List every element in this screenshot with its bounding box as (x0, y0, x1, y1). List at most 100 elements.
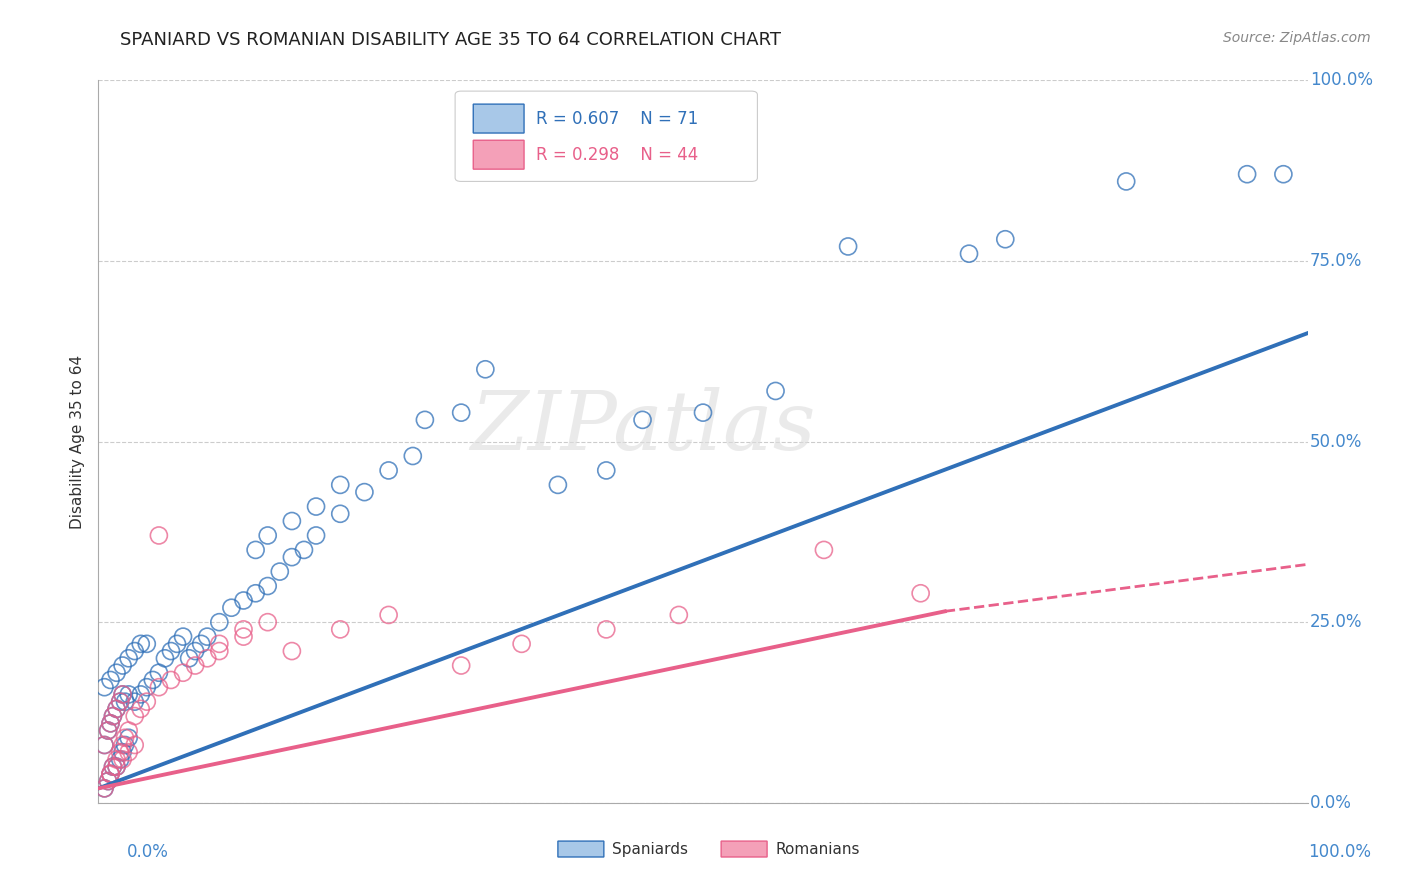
Point (111, 687, 134, 701)
Point (221, 600, 243, 615)
Point (160, 644, 183, 658)
Text: R = 0.607    N = 71: R = 0.607 N = 71 (536, 110, 699, 128)
Point (232, 630, 254, 644)
Point (281, 644, 304, 658)
Point (100, 767, 122, 781)
Point (101, 760, 124, 774)
Point (111, 658, 134, 673)
Point (377, 463, 399, 477)
Point (160, 673, 183, 687)
Point (105, 760, 128, 774)
Point (179, 651, 201, 665)
Point (93, 738, 115, 752)
Point (100, 716, 122, 731)
Point (281, 514, 304, 528)
Point (111, 738, 134, 752)
Point (292, 542, 315, 557)
Point (172, 630, 194, 644)
Point (108, 695, 131, 709)
Text: 100.0%: 100.0% (1310, 71, 1374, 89)
Point (245, 586, 267, 600)
Point (595, 463, 617, 477)
Point (595, 623, 617, 637)
Point (97, 774, 120, 789)
Point (413, 413, 436, 427)
Point (148, 665, 170, 680)
FancyBboxPatch shape (456, 91, 758, 181)
Point (129, 637, 152, 651)
Point (190, 637, 212, 651)
Point (765, 384, 787, 398)
Point (402, 449, 425, 463)
Point (329, 623, 352, 637)
Point (450, 658, 472, 673)
Point (232, 593, 254, 607)
Point (124, 695, 146, 709)
Point (547, 478, 569, 492)
Point (93, 781, 115, 796)
Point (510, 637, 533, 651)
Point (148, 680, 170, 694)
FancyBboxPatch shape (474, 140, 524, 169)
Point (108, 745, 131, 759)
Point (124, 709, 146, 723)
Point (124, 738, 146, 752)
Point (100, 767, 122, 781)
Point (111, 687, 134, 701)
Point (450, 406, 472, 420)
Text: 75.0%: 75.0% (1310, 252, 1362, 270)
Text: 50.0%: 50.0% (1310, 433, 1362, 450)
FancyBboxPatch shape (721, 841, 768, 857)
Point (377, 607, 399, 622)
Text: 0.0%: 0.0% (127, 843, 169, 861)
Point (1272, 167, 1295, 181)
Text: Source: ZipAtlas.com: Source: ZipAtlas.com (1223, 31, 1371, 45)
Point (1236, 167, 1258, 181)
Point (100, 673, 122, 687)
Point (108, 752, 131, 766)
Point (118, 745, 141, 759)
Point (114, 738, 136, 752)
FancyBboxPatch shape (558, 841, 603, 857)
Text: 100.0%: 100.0% (1308, 843, 1371, 861)
Point (108, 695, 131, 709)
Point (148, 528, 170, 542)
Point (135, 695, 157, 709)
Point (329, 478, 352, 492)
Point (668, 607, 690, 622)
Point (353, 485, 375, 500)
Point (269, 565, 291, 579)
Point (813, 542, 835, 557)
Point (100, 716, 122, 731)
Point (208, 615, 231, 630)
Point (101, 709, 124, 723)
Point (1115, 174, 1137, 188)
Point (329, 507, 352, 521)
Point (957, 246, 980, 260)
Text: ZIPatlas: ZIPatlas (470, 387, 815, 467)
Point (184, 658, 207, 673)
Point (105, 760, 128, 774)
Point (692, 406, 714, 420)
Point (195, 651, 218, 665)
Point (232, 623, 254, 637)
Text: 25.0%: 25.0% (1310, 613, 1362, 632)
Point (105, 752, 128, 766)
Point (256, 528, 278, 542)
Point (837, 239, 859, 253)
Point (114, 731, 136, 745)
Point (910, 586, 932, 600)
Point (245, 542, 267, 557)
Point (184, 644, 207, 658)
Point (994, 232, 1017, 246)
Point (135, 680, 157, 694)
Point (111, 745, 134, 759)
Point (97, 723, 120, 738)
Point (118, 723, 141, 738)
FancyBboxPatch shape (474, 104, 524, 133)
Point (118, 687, 141, 701)
Point (208, 644, 231, 658)
Point (105, 702, 128, 716)
Text: R = 0.298    N = 44: R = 0.298 N = 44 (536, 145, 699, 164)
Point (93, 738, 115, 752)
